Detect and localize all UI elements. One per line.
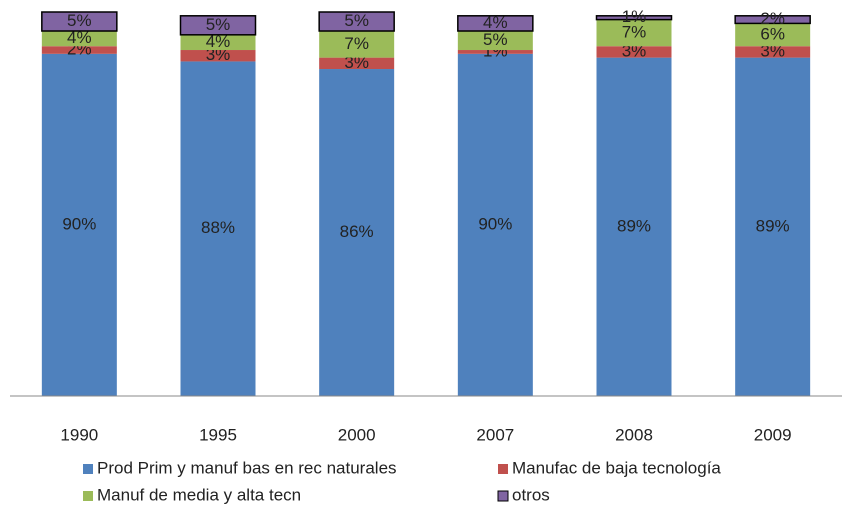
data-label: 89% [617,216,651,235]
x-tick-label: 1990 [60,425,98,444]
data-label: 88% [201,218,235,237]
data-label: 5% [483,30,508,49]
bar-segment [319,57,395,70]
bar-segment [180,34,256,51]
bar-segment [41,31,117,47]
x-tick-label: 2007 [476,425,514,444]
bar-segment [735,23,811,47]
bar-segment [457,53,533,397]
bar-segment [41,46,117,54]
bar-segment [734,15,811,25]
bar-segment [457,15,534,32]
data-label: 4% [206,32,231,51]
data-label: 90% [478,214,512,233]
x-tick-label: 2000 [338,425,376,444]
data-label: 5% [67,11,92,30]
bar-segment [735,57,811,396]
legend-swatch [497,490,509,502]
legend-swatch [498,464,508,474]
bar-segment [596,19,672,47]
data-label: 7% [344,34,369,53]
bar-segment [595,15,673,21]
bar-segment [41,53,117,397]
legend-label: Manufac de baja tecnología [512,458,721,477]
legend-label: otros [512,485,550,504]
legend-swatch [83,464,93,474]
bar-segment [180,50,256,62]
data-label: 4% [67,28,92,47]
legend-label: Manuf de media y alta tecn [97,485,301,504]
data-label: 5% [344,11,369,30]
data-label: 6% [760,24,785,43]
x-tick-label: 2008 [615,425,653,444]
data-label: 1% [622,7,647,26]
bar-segment [735,46,811,58]
data-label: 5% [206,15,231,34]
bar-segment [318,11,395,32]
bar-segment [319,31,395,58]
bar-segment [596,57,672,396]
bar-segment [41,11,118,32]
x-tick-label: 1995 [199,425,237,444]
data-label: 2% [760,9,785,28]
x-tick-label: 2009 [754,425,792,444]
legend-label: Prod Prim y manuf bas en rec naturales [97,458,397,477]
legend-swatch [83,491,93,501]
bar-segment [180,61,256,396]
data-label: 89% [756,216,790,235]
data-label: 86% [340,222,374,241]
bar-segment [457,31,533,51]
bar-segment [596,46,672,58]
bar-segment [319,69,395,397]
data-label: 90% [62,214,96,233]
data-label: 7% [622,22,647,41]
data-label: 4% [483,13,508,32]
bar-segment [179,15,257,36]
bar-segment [457,50,533,54]
